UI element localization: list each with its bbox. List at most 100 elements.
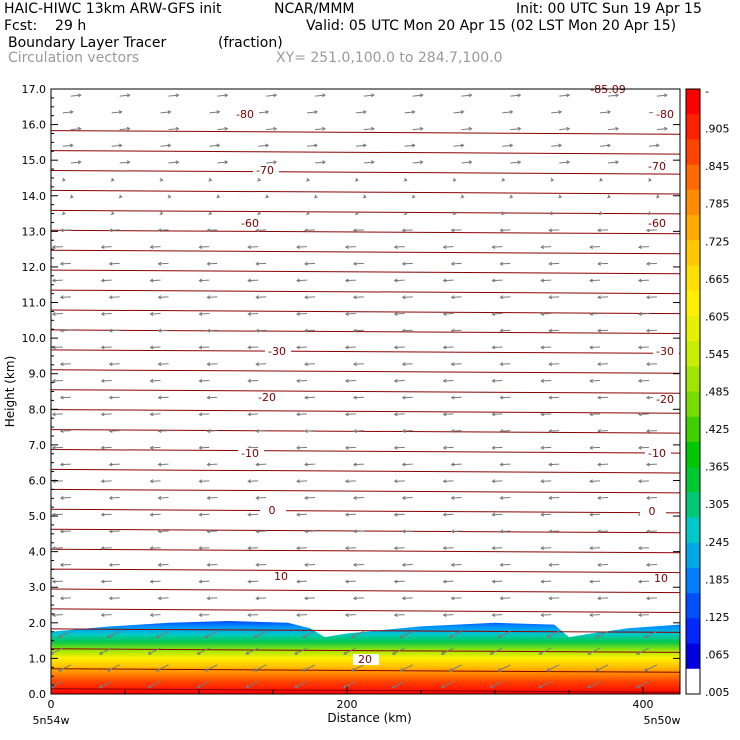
vector-arrow <box>109 229 120 231</box>
vector-arrow-head <box>265 143 270 148</box>
vector-arrow-head <box>304 395 308 400</box>
vector-arrow <box>500 296 511 298</box>
vector-arrow-head <box>589 412 593 417</box>
vector-arrow <box>109 363 120 365</box>
vector-arrow <box>297 279 308 282</box>
vector-arrow <box>443 446 454 449</box>
contour-line <box>51 269 680 275</box>
vector-arrow-head <box>167 110 172 114</box>
vector-arrow-head <box>245 651 250 655</box>
colorbar-label: .365 <box>705 461 730 474</box>
vector-arrow-head <box>399 668 404 672</box>
vector-arrow-head <box>597 295 601 300</box>
vector-arrow-head <box>296 512 300 517</box>
vector-arrow <box>199 480 210 482</box>
vector-arrow-head <box>501 177 506 182</box>
colorbar-label: .785 <box>705 198 730 211</box>
vector-arrow <box>52 246 63 248</box>
vector-arrow <box>443 313 454 315</box>
vector-arrow-head <box>59 495 64 500</box>
vector-arrow <box>305 262 316 265</box>
colorbar-label: .485 <box>705 386 730 399</box>
vector-arrow-head <box>106 668 111 672</box>
vector-arrow <box>258 144 269 147</box>
vector-arrow <box>549 262 560 265</box>
vector-arrow-head <box>566 93 571 98</box>
vector-arrow <box>109 497 120 499</box>
vector-arrow <box>638 313 649 315</box>
vector-arrow-head <box>108 462 113 467</box>
vector-arrow <box>314 94 326 97</box>
y-tick-label: 3.0 <box>29 581 47 594</box>
vector-arrow-head <box>100 613 105 618</box>
vector-arrow <box>207 430 218 432</box>
vector-arrow-head <box>296 579 300 584</box>
vector-arrow-head <box>344 412 349 417</box>
vector-arrow <box>248 547 259 549</box>
vector-arrow-head <box>403 211 408 216</box>
colorbar-label: .425 <box>705 423 730 436</box>
vector-arrow-head <box>401 228 406 233</box>
y-tick-label: 5.0 <box>29 510 47 523</box>
vector-arrow-head <box>645 362 650 367</box>
vector-arrow-head <box>206 429 211 434</box>
vector-arrow-head <box>517 126 522 131</box>
contour-line <box>51 130 680 135</box>
vector-arrow <box>492 446 503 449</box>
colorbar-segment <box>686 492 700 519</box>
vector-arrow <box>638 246 649 248</box>
vector-arrow-head <box>442 412 447 417</box>
vector-arrow-head <box>255 228 260 233</box>
vector-arrow-head <box>491 278 496 283</box>
vector-arrow <box>402 296 413 298</box>
vector-arrow-head <box>110 177 115 182</box>
vector-arrow <box>305 329 316 332</box>
vector-arrow <box>600 144 611 147</box>
contour-line <box>51 369 680 374</box>
vector-arrow <box>598 229 609 231</box>
vector-arrow <box>256 530 267 533</box>
contour-line <box>51 389 680 394</box>
vector-arrow <box>451 296 462 298</box>
vector-arrow-head <box>489 651 494 655</box>
x-end-label-left: 5n54w <box>33 714 70 727</box>
contour-line <box>51 249 680 255</box>
vector-arrow <box>150 513 161 516</box>
vector-arrow <box>412 161 423 164</box>
vector-arrow <box>52 413 63 415</box>
vector-arrow <box>51 647 64 655</box>
vector-arrow <box>197 647 210 655</box>
vector-arrow-head <box>100 245 105 250</box>
vector-arrow <box>443 614 454 616</box>
vector-arrow <box>60 530 71 533</box>
vector-arrow-head <box>247 311 252 316</box>
vector-arrow <box>345 413 356 415</box>
vector-arrow <box>160 144 171 147</box>
x-axis-title: Distance (km) <box>327 711 411 725</box>
vector-arrow-head <box>100 479 105 484</box>
vector-arrow-head <box>175 93 180 98</box>
contour-label: -60 <box>241 217 259 230</box>
colorbar-segment <box>686 366 700 392</box>
vector-arrow-head <box>149 245 154 250</box>
vector-arrow <box>600 111 611 114</box>
vector-arrow-head <box>77 93 82 98</box>
vector-arrow-head <box>597 261 601 266</box>
vector-arrow-head <box>149 311 154 316</box>
vector-arrow <box>587 681 601 688</box>
vector-arrow <box>297 246 308 248</box>
vector-arrow-head <box>419 126 424 131</box>
vector-arrow-head <box>370 93 375 98</box>
vector-arrow-head <box>304 562 308 567</box>
vector-arrow <box>158 563 169 566</box>
vector-arrow <box>638 480 649 482</box>
vector-arrow <box>297 480 308 482</box>
vector-arrow <box>305 229 316 231</box>
vector-arrow <box>498 630 511 638</box>
vector-arrow-head <box>645 395 650 400</box>
vector-arrow-head <box>108 362 113 367</box>
vector-arrow <box>52 480 63 482</box>
vector-arrow <box>248 279 259 282</box>
vector-arrow-head <box>296 546 300 551</box>
vector-arrow-head <box>370 126 375 131</box>
